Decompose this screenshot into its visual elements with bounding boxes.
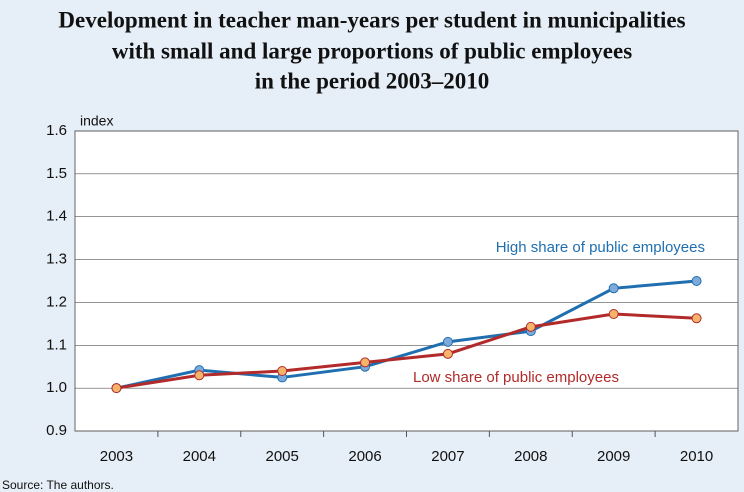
series-label: Low share of public employees bbox=[413, 369, 619, 386]
y-tick-label: 1.1 bbox=[46, 336, 67, 353]
x-tick-label: 2004 bbox=[183, 448, 216, 465]
plot-area bbox=[74, 130, 739, 432]
data-point bbox=[608, 283, 619, 294]
data-point bbox=[194, 370, 205, 381]
data-point bbox=[111, 383, 122, 394]
y-tick-label: 1.4 bbox=[46, 208, 67, 225]
y-axis-label: index bbox=[80, 113, 113, 129]
series-line bbox=[116, 279, 697, 390]
x-tick-label: 2010 bbox=[680, 448, 713, 465]
x-tick-label: 2009 bbox=[597, 448, 630, 465]
data-point bbox=[525, 321, 536, 332]
y-tick-label: 1.2 bbox=[46, 293, 67, 310]
data-point bbox=[277, 366, 288, 376]
y-tick-label: 1.6 bbox=[46, 122, 67, 139]
data-point bbox=[691, 276, 702, 286]
y-tick-label: 0.9 bbox=[46, 422, 67, 439]
y-tick-label: 1.0 bbox=[46, 379, 67, 396]
data-point bbox=[608, 309, 619, 319]
data-point bbox=[360, 357, 371, 368]
data-point bbox=[442, 348, 453, 359]
x-tick-label: 2008 bbox=[514, 448, 547, 465]
source: Source: The authors. bbox=[2, 478, 114, 492]
chart-title: Development in teacher man-years per stu… bbox=[58, 7, 685, 32]
series-label: High share of public employees bbox=[496, 239, 705, 256]
chart-title: in the period 2003–2010 bbox=[255, 68, 489, 93]
x-tick-label: 2006 bbox=[348, 448, 381, 465]
data-point bbox=[442, 336, 453, 347]
x-tick-label: 2007 bbox=[431, 448, 464, 465]
data-point bbox=[691, 313, 702, 324]
chart-title: with small and large proportions of publ… bbox=[112, 38, 632, 63]
x-tick-label: 2003 bbox=[100, 448, 133, 465]
y-tick-label: 1.5 bbox=[46, 165, 67, 182]
y-tick-label: 1.3 bbox=[46, 251, 67, 268]
series-line bbox=[116, 312, 697, 390]
x-tick-label: 2005 bbox=[266, 448, 299, 465]
